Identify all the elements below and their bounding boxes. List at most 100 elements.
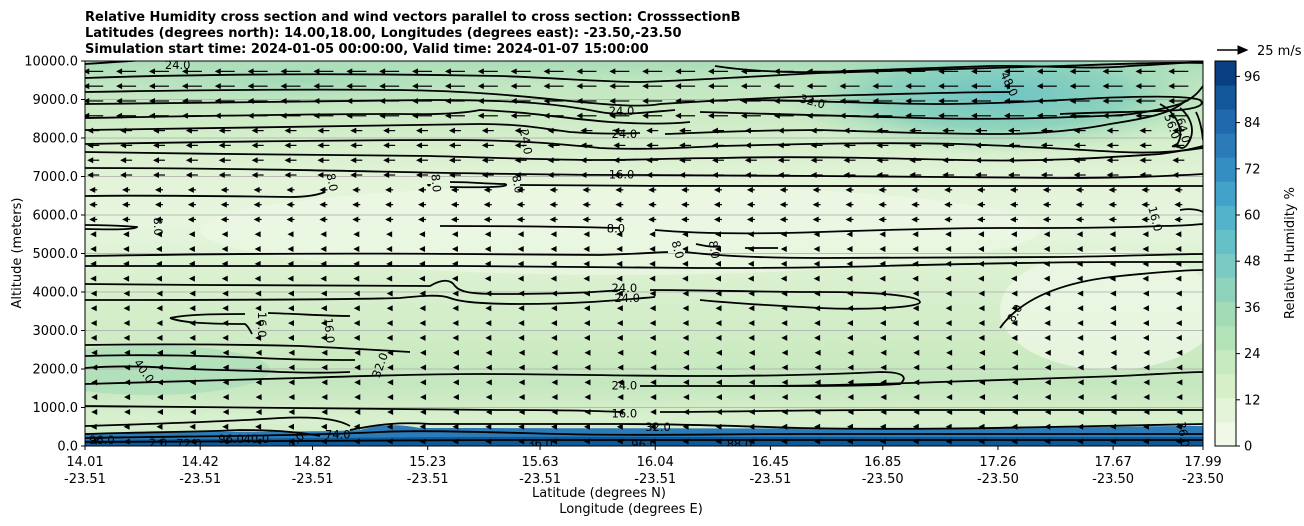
wind-vector-head — [254, 275, 261, 282]
wind-vector-head — [773, 112, 780, 119]
wind-vector-head — [1043, 275, 1050, 282]
wind-vector-head — [714, 275, 721, 282]
colorbar-tick-label: 12 — [1244, 393, 1261, 408]
wind-vector-head — [483, 201, 490, 208]
wind-vector-head — [1040, 172, 1047, 179]
contour-label: 32.0 — [645, 420, 671, 434]
wind-vector-head — [124, 394, 131, 401]
wind-vector-head — [189, 349, 196, 356]
wind-vector-head — [1108, 216, 1115, 223]
wind-vector-head — [220, 216, 227, 223]
wind-vector-head — [90, 260, 97, 267]
wind-vector-head — [880, 394, 887, 401]
wind-vector-head — [707, 83, 714, 90]
wind-vector-head — [580, 127, 587, 134]
wind-vector-head — [91, 379, 98, 386]
wind-vector-head — [350, 157, 357, 164]
wind-vector-head — [1110, 349, 1117, 356]
wind-vector-head — [616, 246, 623, 253]
wind-vector-head — [711, 142, 718, 149]
wind-vector-head — [543, 112, 550, 119]
wind-vector-head — [715, 408, 722, 415]
wind-vector-head — [1172, 157, 1179, 164]
wind-vector-head — [122, 201, 129, 208]
wind-vector-head — [1172, 172, 1179, 179]
wind-vector-head — [714, 231, 721, 238]
wind-vector-head — [1110, 290, 1117, 297]
contour-line — [1179, 208, 1203, 213]
wind-vector-head — [481, 142, 488, 149]
colorbar-segment — [1215, 397, 1236, 423]
wind-vector-head — [386, 334, 393, 341]
wind-vector-head — [1143, 408, 1150, 415]
wind-vector-head — [747, 275, 754, 282]
wind-vector-head — [320, 246, 327, 253]
wind-vector-head — [1110, 305, 1117, 312]
wind-vector-head — [255, 394, 262, 401]
wind-vector-head — [675, 97, 682, 104]
wind-vector-head — [912, 260, 919, 267]
contour-line — [85, 109, 691, 125]
wind-vector-head — [781, 423, 788, 430]
wind-vector-head — [485, 394, 492, 401]
wind-vector-head — [251, 127, 258, 134]
wind-vector-head — [1106, 127, 1113, 134]
wind-vector-head — [514, 157, 521, 164]
x-tick-label-longitude: -23.50 — [862, 472, 904, 487]
wind-vector-head — [679, 172, 686, 179]
wind-vector-head — [713, 216, 720, 223]
wind-vector-head — [649, 231, 656, 238]
wind-vector-head — [715, 423, 722, 430]
wind-vector-head — [812, 216, 819, 223]
wind-vector-head — [1011, 320, 1018, 327]
wind-vector-head — [452, 423, 459, 430]
wind-vector-head — [847, 349, 854, 356]
wind-vector-head — [189, 394, 196, 401]
wind-vector-head — [383, 142, 390, 149]
wind-vector-head — [320, 231, 327, 238]
contour-line — [85, 430, 1203, 439]
wind-vector-head — [412, 112, 419, 119]
x-tick-label-latitude: 17.99 — [1184, 455, 1221, 470]
wind-vector-head — [156, 290, 163, 297]
wind-vector-head — [1135, 112, 1142, 119]
wind-vector-head — [280, 83, 287, 90]
wind-vector-head — [878, 216, 885, 223]
wind-vector-head — [880, 379, 887, 386]
wind-vector-head — [123, 334, 130, 341]
wind-vector-head — [320, 275, 327, 282]
wind-vector-head — [1168, 97, 1175, 104]
wind-vector-head — [711, 127, 718, 134]
wind-vector-head — [387, 379, 394, 386]
wind-vector-head — [979, 349, 986, 356]
wind-vector-head — [1102, 112, 1109, 119]
wind-vector-head — [617, 349, 624, 356]
wind-vector-head — [609, 68, 616, 75]
wind-vector-head — [846, 260, 853, 267]
wind-vector-head — [806, 112, 813, 119]
contour-line — [85, 439, 1203, 443]
wind-vector-head — [1076, 246, 1083, 253]
wind-vector-head — [481, 172, 488, 179]
wind-vector-head — [938, 68, 945, 75]
colorbar-segment — [1215, 133, 1236, 158]
wind-vector-head — [288, 408, 295, 415]
wind-vector-head — [780, 231, 787, 238]
wind-vector-head — [843, 172, 850, 179]
wind-vector-head — [517, 231, 524, 238]
wind-vector-head — [123, 305, 130, 312]
wind-vector-head — [416, 172, 423, 179]
wind-vector-head — [642, 68, 649, 75]
wind-vector-head — [714, 260, 721, 267]
y-tick-label: 10000.0 — [24, 55, 78, 70]
wind-vector-head — [813, 231, 820, 238]
wind-vector-head — [879, 231, 886, 238]
wind-vector-head — [713, 186, 720, 193]
wind-vector-head — [485, 305, 492, 312]
wind-vector-head — [1077, 438, 1084, 445]
wind-vector-head — [1142, 231, 1149, 238]
wind-vector-head — [748, 364, 755, 371]
wind-vector-head — [253, 201, 260, 208]
wind-vector-head — [485, 290, 492, 297]
